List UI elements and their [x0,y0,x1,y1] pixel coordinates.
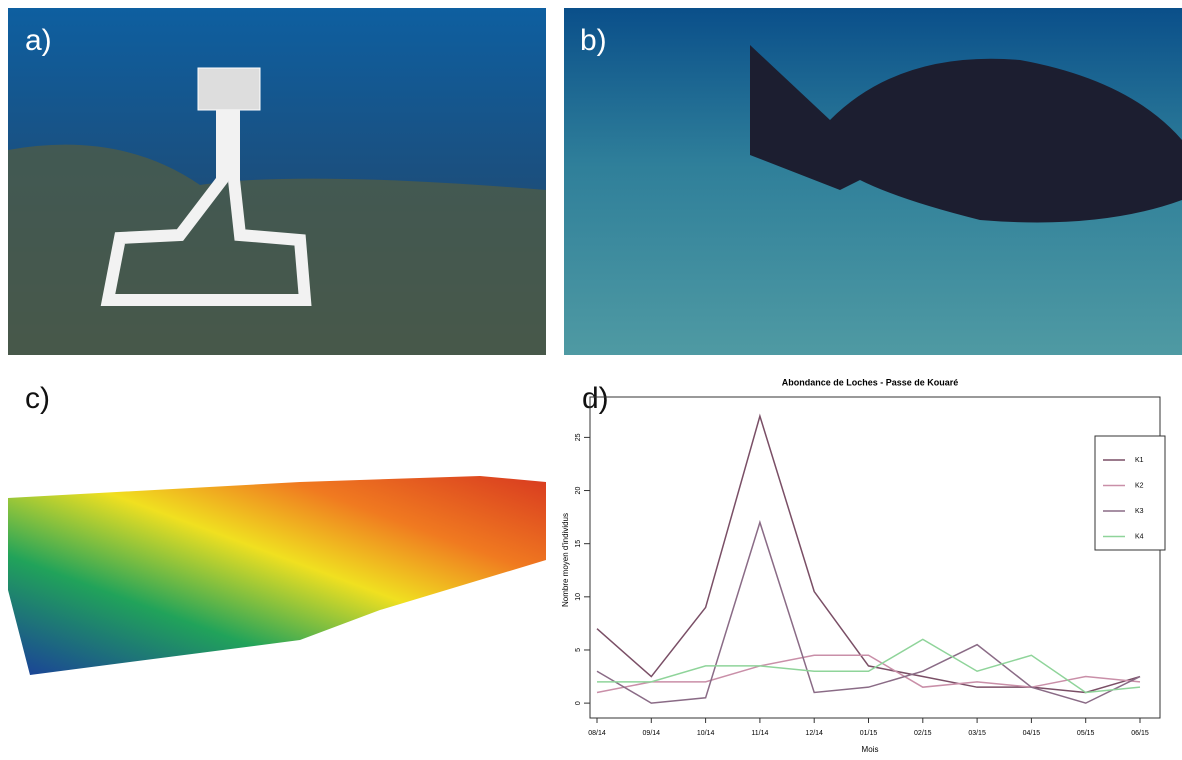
x-tick-label: 10/14 [697,730,715,737]
series-line [597,416,1140,692]
x-axis-label: Mois [862,745,879,754]
panel-label: b) [580,24,607,57]
x-tick-label: 08/14 [588,730,606,737]
y-tick-label: 15 [575,540,582,548]
panel-label: c) [25,382,50,415]
legend-label: K3 [1135,508,1144,515]
x-tick-label: 06/15 [1131,730,1149,737]
x-tick-label: 12/14 [805,730,823,737]
camera [198,68,260,110]
legend-label: K4 [1135,533,1144,540]
x-tick-label: 09/14 [643,730,661,737]
legend-box [1095,436,1165,550]
chart-title: Abondance de Loches - Passe de Kouaré [782,377,959,387]
y-tick-label: 20 [575,487,582,495]
heat-map [8,476,546,675]
y-tick-label: 5 [575,648,582,652]
x-tick-label: 02/15 [914,730,932,737]
y-tick-label: 0 [575,701,582,705]
line-chart: Abondance de Loches - Passe de Kouaré Mo… [561,377,1165,754]
x-tick-label: 04/15 [1023,730,1041,737]
legend-label: K1 [1135,457,1144,464]
y-tick-label: 25 [575,433,582,441]
figure: a) b) c) d) Abondance de Loches - Passe … [0,0,1182,755]
series-line [597,522,1140,703]
x-tick-label: 05/15 [1077,730,1095,737]
y-tick-label: 10 [575,593,582,601]
legend-label: K2 [1135,482,1144,489]
x-tick-label: 01/15 [860,730,878,737]
plot-frame [590,397,1160,718]
panel-label: a) [25,24,52,57]
panel-label: d) [582,382,609,415]
x-tick-label: 03/15 [968,730,986,737]
y-axis-label: Nombre moyen d'individus [561,513,570,607]
x-tick-label: 11/14 [751,730,768,737]
